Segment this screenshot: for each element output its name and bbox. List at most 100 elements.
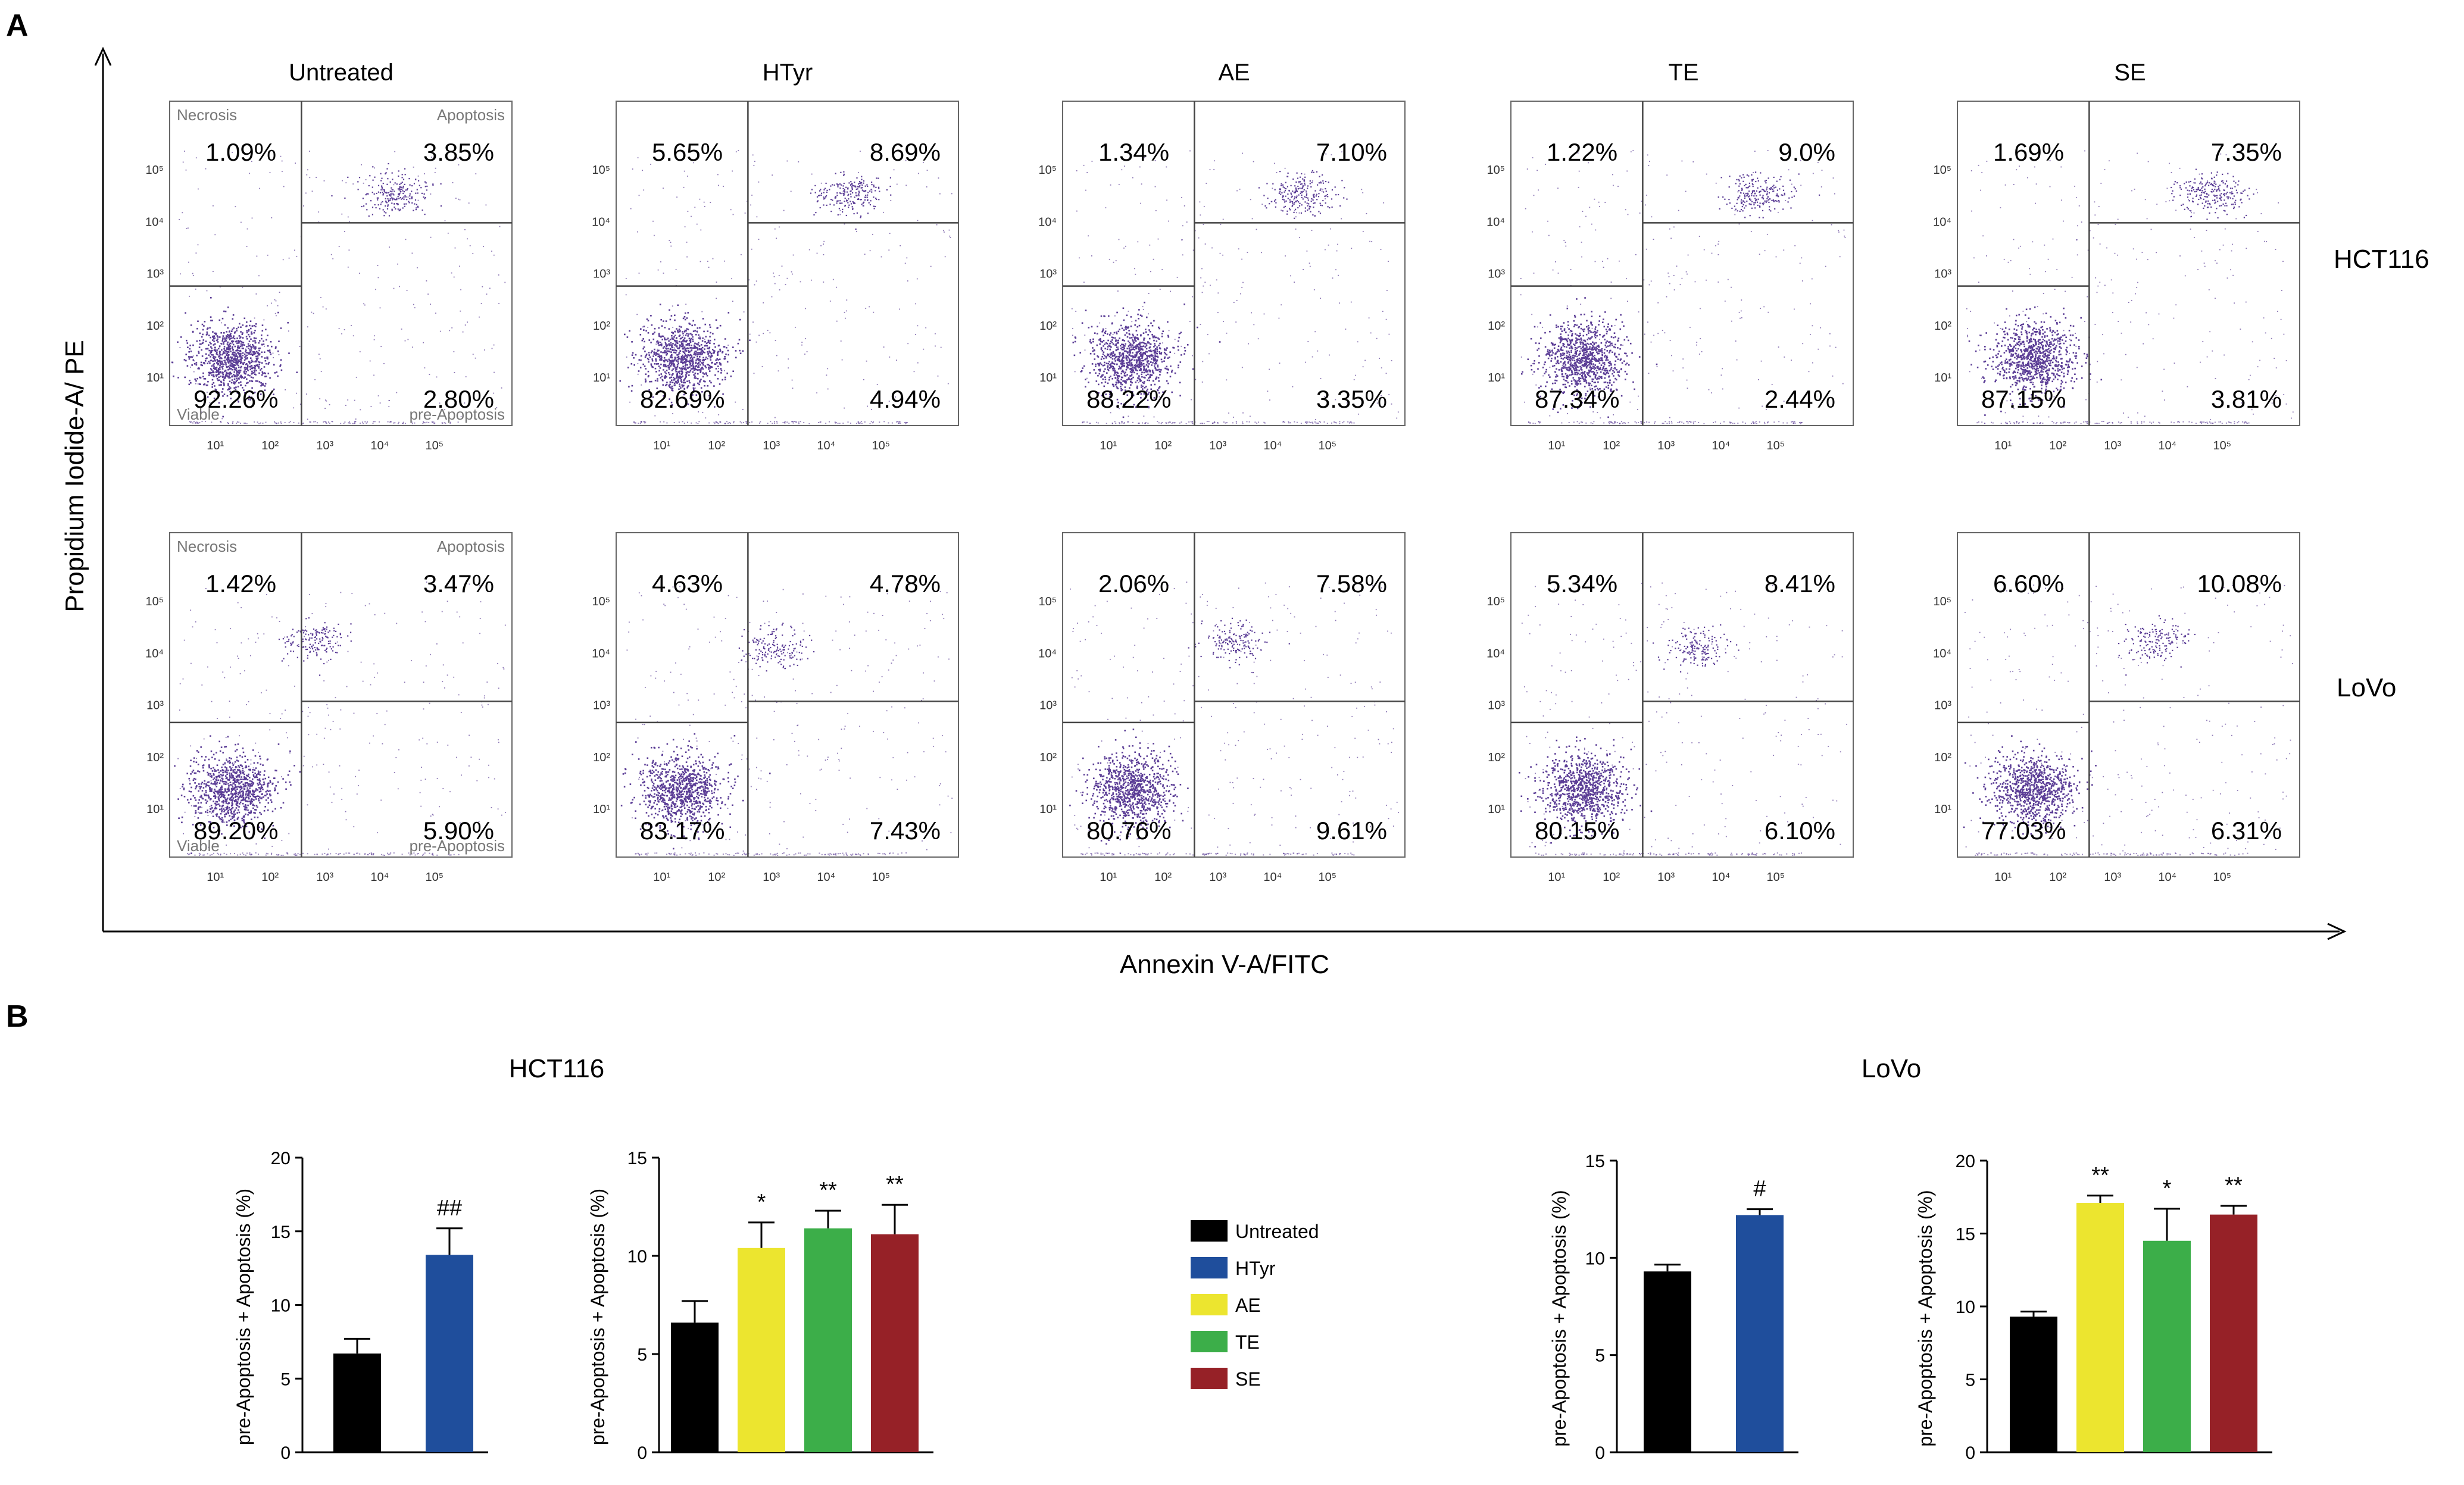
dot: [1226, 422, 1228, 424]
dot: [188, 418, 189, 420]
dot: [1161, 422, 1163, 423]
dot: [951, 193, 953, 195]
dot: [258, 348, 260, 349]
dot: [668, 340, 670, 342]
dot: [641, 384, 642, 386]
dot: [1626, 355, 1628, 357]
dot: [1598, 345, 1600, 346]
dot: [1158, 338, 1160, 340]
dot: [238, 370, 240, 372]
dot: [1246, 421, 1248, 423]
dot: [1171, 370, 1173, 371]
dot: [702, 318, 704, 320]
dot: [794, 421, 795, 423]
dot: [1178, 340, 1179, 342]
dot: [803, 422, 805, 423]
dot: [666, 348, 667, 350]
dot: [1135, 351, 1138, 354]
dot: [1560, 352, 1562, 355]
dot: [428, 421, 430, 423]
dot: [858, 183, 860, 185]
dot: [191, 364, 193, 366]
dot: [1108, 258, 1110, 260]
dot: [1200, 214, 1201, 216]
dot: [745, 422, 747, 424]
dot: [691, 356, 693, 358]
dot: [692, 347, 694, 349]
dot: [663, 273, 664, 274]
dot: [245, 352, 248, 354]
dot: [851, 183, 852, 185]
dot: [1320, 182, 1322, 184]
dot: [776, 237, 777, 239]
dot: [1089, 352, 1092, 355]
dot: [866, 360, 867, 362]
dot: [398, 189, 400, 191]
dot: [1154, 343, 1156, 345]
dot: [1167, 334, 1169, 337]
dot: [393, 184, 395, 186]
dot: [865, 308, 867, 309]
dot: [426, 280, 427, 282]
dot: [226, 331, 227, 333]
dot: [686, 339, 688, 342]
dot: [196, 327, 198, 330]
x-tick-label: 10⁵: [1318, 439, 1336, 452]
dot: [1119, 352, 1120, 354]
dot: [805, 308, 806, 309]
dot: [1594, 382, 1597, 383]
dot: [1101, 382, 1103, 384]
dot: [227, 357, 229, 358]
dot: [432, 183, 434, 185]
dot: [1136, 385, 1138, 387]
dot: [399, 193, 401, 195]
dot: [1116, 346, 1118, 348]
dot: [847, 188, 849, 190]
dot: [1575, 367, 1577, 370]
dot: [1114, 360, 1116, 362]
dot: [717, 354, 719, 356]
dot: [1133, 336, 1135, 339]
dot: [707, 347, 708, 349]
dot: [682, 357, 684, 358]
dot: [241, 345, 243, 347]
dot: [630, 208, 632, 210]
dot: [1256, 422, 1258, 424]
dot: [852, 202, 854, 204]
dot: [1129, 362, 1131, 364]
dot: [1100, 363, 1103, 365]
dot: [254, 348, 256, 350]
dot: [675, 350, 677, 352]
dot: [258, 363, 260, 365]
dot: [266, 376, 267, 377]
dot: [252, 343, 254, 346]
dot: [224, 337, 226, 339]
dot: [1203, 224, 1204, 226]
dot: [217, 336, 219, 338]
dot: [1097, 422, 1099, 424]
dot: [717, 378, 719, 380]
dot: [685, 374, 687, 376]
dot: [664, 371, 666, 373]
dot: [688, 355, 690, 357]
plot-frame: [169, 101, 513, 426]
dot: [676, 382, 678, 384]
dot: [859, 185, 861, 187]
dot: [816, 196, 819, 198]
dot: [1125, 327, 1126, 329]
dot: [1153, 258, 1154, 260]
dot: [232, 354, 234, 355]
dot: [277, 350, 279, 352]
dot: [187, 346, 189, 348]
dot: [1174, 422, 1176, 424]
dot: [1122, 358, 1124, 359]
dot: [248, 330, 249, 332]
dot: [676, 373, 678, 375]
dot: [826, 189, 828, 191]
dot: [245, 349, 247, 351]
dot: [839, 210, 841, 211]
dot: [254, 392, 256, 393]
dot: [1610, 364, 1612, 366]
dot: [1130, 364, 1132, 365]
dot: [1257, 338, 1259, 340]
